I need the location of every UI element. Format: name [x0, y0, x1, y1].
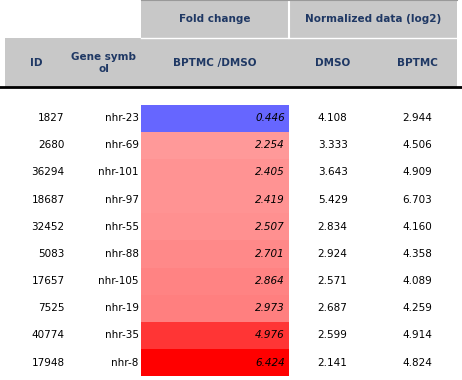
Text: 2.507: 2.507: [255, 222, 285, 232]
Text: nhr-55: nhr-55: [104, 222, 139, 232]
Text: 2680: 2680: [38, 140, 65, 150]
Text: 17948: 17948: [31, 358, 65, 367]
Text: 2.254: 2.254: [255, 140, 285, 150]
Text: 6.703: 6.703: [402, 195, 432, 204]
Text: 4.160: 4.160: [402, 222, 432, 232]
Text: DMSO: DMSO: [315, 58, 350, 68]
Text: 5083: 5083: [38, 249, 65, 259]
Text: 1827: 1827: [38, 113, 65, 123]
Text: 6.424: 6.424: [255, 358, 285, 367]
Text: 18687: 18687: [31, 195, 65, 204]
Text: 4.976: 4.976: [255, 331, 285, 340]
Text: nhr-101: nhr-101: [98, 168, 139, 177]
Bar: [141, 295, 289, 322]
Bar: [141, 186, 289, 213]
Bar: [5, 38, 67, 87]
Text: 2.599: 2.599: [318, 331, 347, 340]
Bar: [141, 241, 289, 268]
Text: 2.834: 2.834: [318, 222, 347, 232]
Bar: [67, 38, 141, 87]
Text: 4.259: 4.259: [402, 303, 432, 313]
Text: 3.643: 3.643: [318, 168, 347, 177]
Text: 32452: 32452: [31, 222, 65, 232]
Text: 4.914: 4.914: [402, 331, 432, 340]
Text: 4.358: 4.358: [402, 249, 432, 259]
Bar: [141, 268, 289, 295]
Text: 7525: 7525: [38, 303, 65, 313]
Text: 2.924: 2.924: [318, 249, 347, 259]
Text: nhr-97: nhr-97: [104, 195, 139, 204]
Text: 2.701: 2.701: [255, 249, 285, 259]
Text: BPTMC /DMSO: BPTMC /DMSO: [173, 58, 256, 68]
Bar: [141, 0, 289, 38]
Text: 2.405: 2.405: [255, 168, 285, 177]
Text: nhr-69: nhr-69: [104, 140, 139, 150]
Text: 36294: 36294: [31, 168, 65, 177]
Text: 17657: 17657: [31, 276, 65, 286]
Text: 4.108: 4.108: [318, 113, 347, 123]
Text: 2.687: 2.687: [318, 303, 347, 313]
Text: nhr-35: nhr-35: [104, 331, 139, 340]
Text: 4.909: 4.909: [402, 168, 432, 177]
Text: Normalized data (log2): Normalized data (log2): [305, 14, 441, 24]
Text: 4.824: 4.824: [402, 358, 432, 367]
Bar: [141, 132, 289, 159]
Text: 4.506: 4.506: [402, 140, 432, 150]
Bar: [141, 105, 289, 132]
Bar: [141, 322, 289, 349]
Text: 4.089: 4.089: [402, 276, 432, 286]
Text: 2.141: 2.141: [318, 358, 347, 367]
Text: 3.333: 3.333: [318, 140, 347, 150]
Text: 2.864: 2.864: [255, 276, 285, 286]
Bar: [141, 213, 289, 241]
Bar: [377, 38, 457, 87]
Text: 0.446: 0.446: [255, 113, 285, 123]
Text: nhr-19: nhr-19: [104, 303, 139, 313]
Text: 2.419: 2.419: [255, 195, 285, 204]
Text: 2.571: 2.571: [318, 276, 347, 286]
Text: Gene symb
ol: Gene symb ol: [72, 52, 136, 73]
Text: nhr-88: nhr-88: [104, 249, 139, 259]
Bar: [141, 349, 289, 376]
Bar: [289, 0, 457, 38]
Bar: [289, 38, 377, 87]
Text: Fold change: Fold change: [179, 14, 250, 24]
Text: 5.429: 5.429: [318, 195, 347, 204]
Bar: [141, 159, 289, 186]
Text: 2.973: 2.973: [255, 303, 285, 313]
Text: BPTMC: BPTMC: [396, 58, 438, 68]
Text: 40774: 40774: [32, 331, 65, 340]
Text: nhr-105: nhr-105: [98, 276, 139, 286]
Text: 2.944: 2.944: [402, 113, 432, 123]
Text: nhr-23: nhr-23: [104, 113, 139, 123]
Bar: [141, 38, 289, 87]
Text: nhr-8: nhr-8: [111, 358, 139, 367]
Text: ID: ID: [30, 58, 42, 68]
